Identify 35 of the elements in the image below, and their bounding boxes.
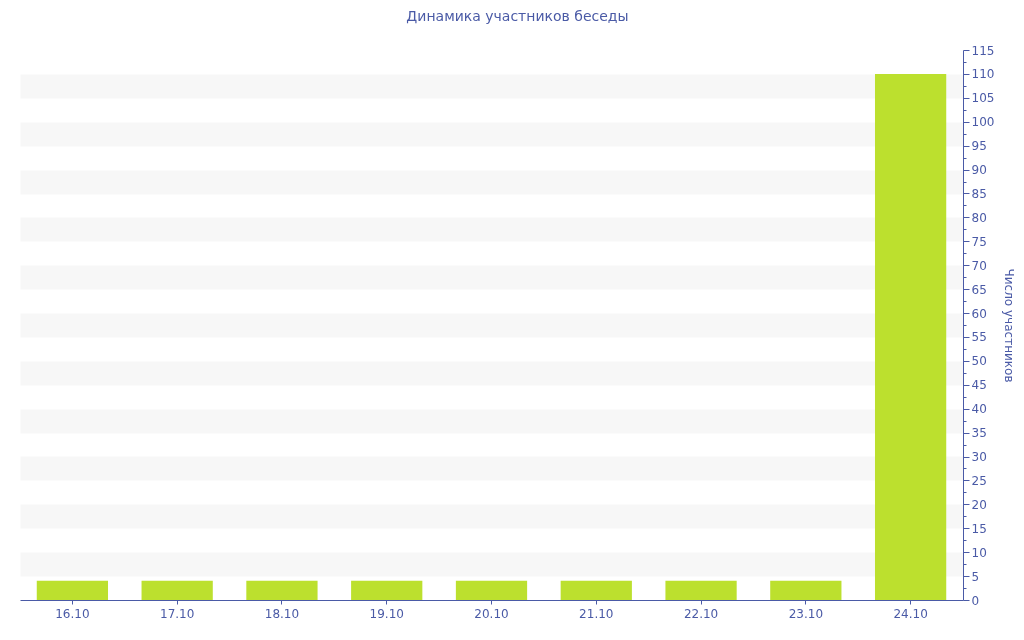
y-tick-label: 80 <box>971 210 987 225</box>
x-tick-label: 18.10 <box>264 606 300 621</box>
y-tick-label: 20 <box>971 497 987 512</box>
y-tick-label: 90 <box>971 163 987 178</box>
y-axis-title: Число участников <box>1002 268 1017 383</box>
chart-title: Динамика участников беседы <box>406 8 629 24</box>
y-tick-label: 115 <box>971 43 995 58</box>
x-tick-label: 21.10 <box>579 606 614 621</box>
y-tick-label: 5 <box>971 569 980 584</box>
x-tick-label: 20.10 <box>474 606 509 621</box>
x-tick-label: 22.10 <box>683 606 719 621</box>
y-tick-label: 60 <box>971 306 987 321</box>
y-tick-label: 15 <box>971 521 987 536</box>
y-tick-label: 30 <box>971 450 987 465</box>
y-tick-label: 110 <box>971 67 995 82</box>
y-tick-label: 85 <box>971 186 987 201</box>
y-tick-label: 25 <box>971 473 987 488</box>
y-tick-label: 65 <box>971 282 987 297</box>
y-tick-label: 0 <box>971 593 980 608</box>
x-tick-label: 16.10 <box>55 606 90 621</box>
y-tick-label: 45 <box>971 378 987 393</box>
y-tick-label: 35 <box>971 426 987 441</box>
y-tick-label: 70 <box>971 258 987 273</box>
y-tick-label: 105 <box>971 91 995 106</box>
x-tick-label: 23.10 <box>788 606 824 621</box>
y-tick-label: 95 <box>971 139 987 154</box>
y-tick-label: 100 <box>971 115 995 130</box>
y-tick-label: 50 <box>971 354 987 369</box>
y-tick-label: 40 <box>971 402 987 417</box>
y-tick-label: 55 <box>971 330 987 345</box>
y-tick-label: 75 <box>971 234 987 249</box>
x-tick-label: 17.10 <box>159 606 195 621</box>
x-tick-label: 19.10 <box>369 606 404 621</box>
x-tick-label: 24.10 <box>893 606 928 621</box>
y-tick-label: 10 <box>971 545 987 560</box>
